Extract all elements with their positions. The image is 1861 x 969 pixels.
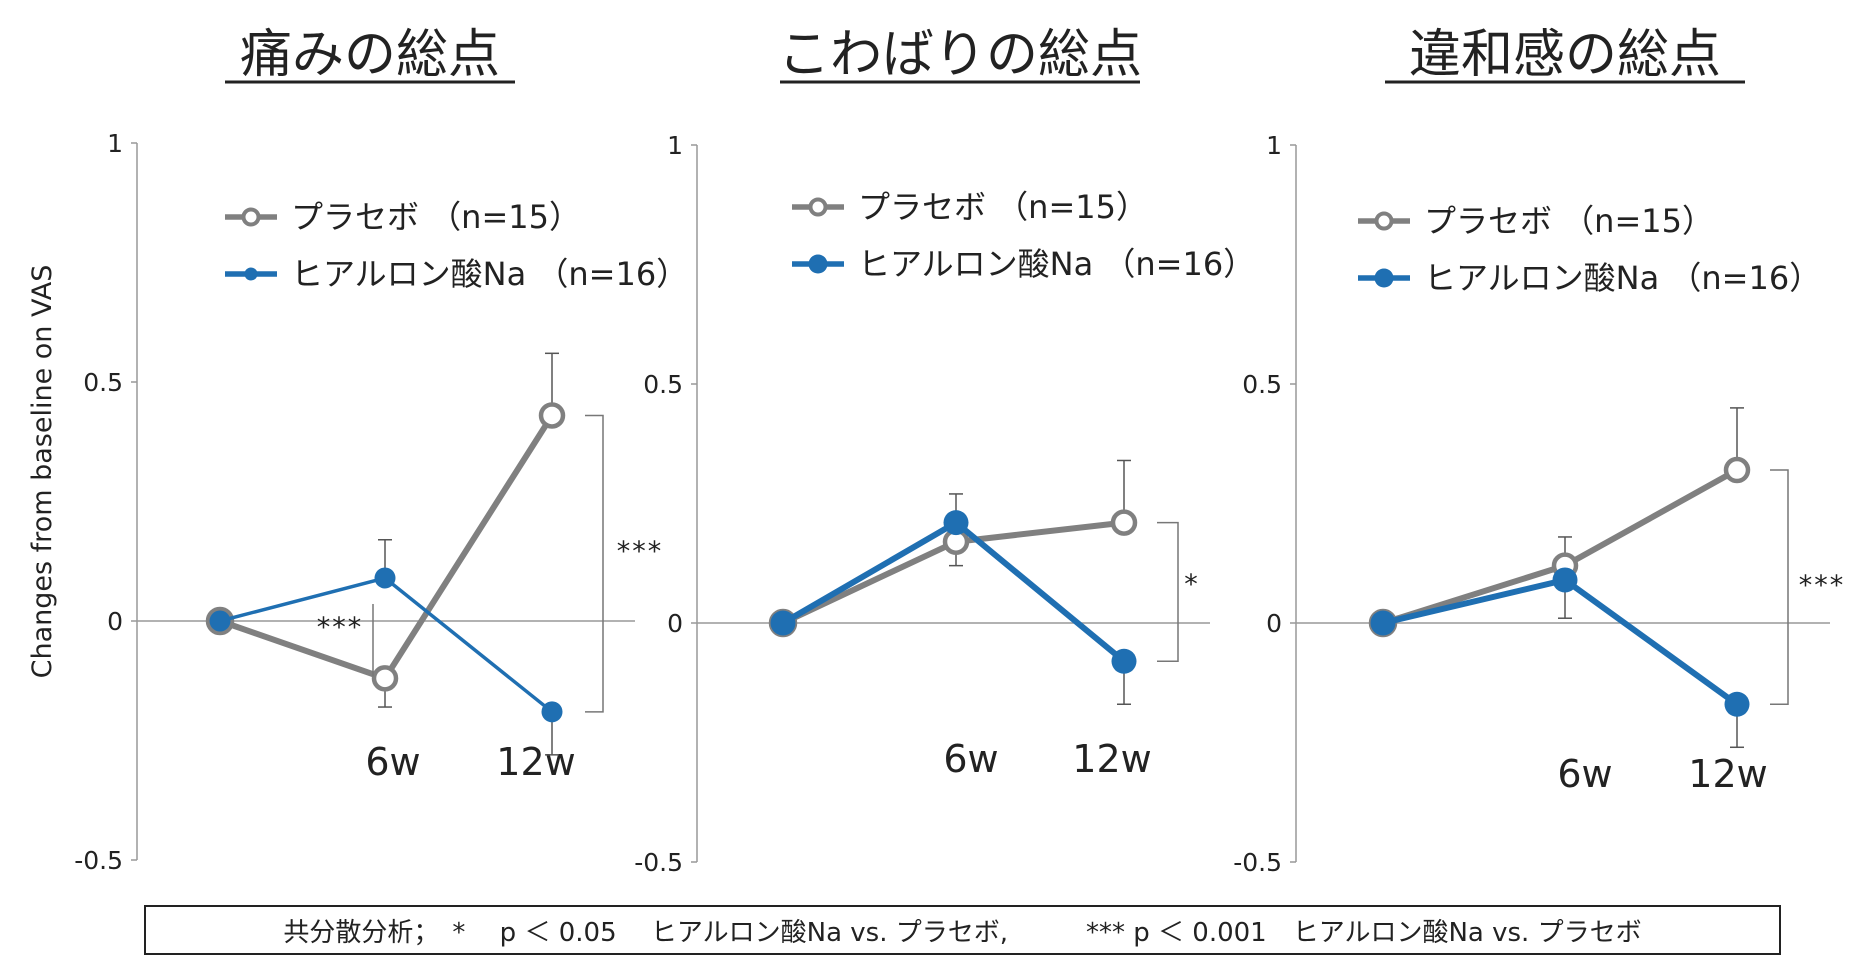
y-tick-label: 1: [667, 131, 683, 160]
significance-bracket: [1770, 469, 1789, 706]
chart-title: こわばりの総点: [778, 25, 1142, 85]
significance-label: ***: [1799, 570, 1846, 601]
legend-label: プラセボ （n=15）: [1424, 202, 1714, 240]
significance-label: ***: [317, 612, 364, 643]
series-placebo: [205, 352, 566, 708]
series-hyaluronate: [1370, 567, 1750, 749]
legend-label: プラセボ （n=15）: [858, 188, 1148, 226]
x-tick-label: 6w: [1557, 752, 1612, 796]
y-tick-label: 0.5: [83, 368, 123, 397]
significance-annotation: ***: [1770, 469, 1846, 706]
legend-marker: [808, 197, 828, 217]
data-point: [374, 567, 396, 589]
legend-item: プラセボ （n=15）: [792, 188, 1148, 226]
series-line: [1382, 467, 1739, 626]
data-point: [1723, 456, 1751, 484]
legend-label: プラセボ （n=15）: [291, 198, 581, 236]
legend-item: プラセボ （n=15）: [225, 198, 581, 236]
y-tick-label: 0: [667, 609, 683, 638]
significance-bracket: [1157, 521, 1179, 662]
x-tick-label: 6w: [365, 740, 420, 784]
legend-label: ヒアルロン酸Na （n=16）: [1424, 259, 1821, 297]
chart-panel-2: こわばりの総点 1 0.5 0 -0.5 6w 12w プラセボ （n=15） ヒアルロン酸Na…: [634, 25, 1255, 877]
legend-marker: [1374, 268, 1394, 288]
y-axis-label: Changes from baseline on VAS: [27, 265, 58, 679]
data-point: [371, 665, 399, 692]
y-tick-label: 1: [1266, 131, 1282, 160]
data-point: [538, 402, 566, 429]
data-point: [1110, 509, 1138, 536]
data-point: [1724, 691, 1750, 717]
legend-label: ヒアルロン酸Na （n=16）: [291, 255, 688, 293]
y-tick-label: 0.5: [1242, 370, 1282, 399]
significance-bracket: [585, 414, 604, 713]
legend-label: ヒアルロン酸Na （n=16）: [858, 245, 1255, 283]
y-tick-label: -0.5: [74, 846, 123, 875]
legend-item: ヒアルロン酸Na （n=16）: [225, 255, 688, 293]
series-line: [1382, 576, 1739, 707]
data-point: [1370, 610, 1396, 636]
series-hyaluronate: [770, 493, 1137, 706]
y-tick-label: 1: [107, 129, 123, 158]
data-point: [1111, 648, 1137, 674]
data-point: [943, 510, 969, 536]
series-hyaluronate: [209, 538, 563, 756]
x-tick-label: 12w: [1688, 752, 1767, 796]
series-line: [219, 576, 554, 714]
footnote-text: 共分散分析； * p ＜ 0.05 ヒアルロン酸Na vs. プラセボ, ***…: [283, 917, 1642, 948]
series-line: [219, 413, 555, 682]
legend-item: プラセボ （n=15）: [1358, 202, 1714, 240]
significance-annotation: ***: [317, 603, 374, 677]
data-point: [541, 701, 563, 723]
chart-panel-3: 違和感の総点 1 0.5 0 -0.5 6w 12w プラセボ （n=15） ヒアルロン酸Na …: [1233, 25, 1846, 877]
chart-title: 違和感の総点: [1409, 25, 1721, 85]
y-tick-label: -0.5: [634, 848, 683, 877]
y-tick-label: 0: [1266, 609, 1282, 638]
legend-item: ヒアルロン酸Na （n=16）: [792, 245, 1255, 283]
data-point: [1552, 567, 1578, 593]
y-tick-label: -0.5: [1233, 848, 1282, 877]
x-tick-label: 12w: [496, 740, 575, 784]
x-tick-label: 6w: [943, 737, 998, 781]
significance-label: ***: [617, 536, 664, 567]
significance-annotation: *: [1157, 521, 1200, 662]
legend-marker: [1374, 211, 1394, 231]
y-tick-label: 0.5: [643, 370, 683, 399]
x-tick-label: 12w: [1072, 737, 1151, 781]
series-placebo: [1368, 407, 1751, 638]
chart-panel-1: 痛みの総点 1 0.5 0 -0.5 Changes from baseline on V…: [27, 25, 688, 875]
legend-marker: [808, 254, 828, 274]
legend-item: ヒアルロン酸Na （n=16）: [1358, 259, 1821, 297]
footnote-box: 共分散分析； * p ＜ 0.05 ヒアルロン酸Na vs. プラセボ, ***…: [144, 905, 1781, 955]
data-point: [770, 610, 796, 636]
chart-title: 痛みの総点: [240, 25, 500, 85]
significance-annotation: ***: [585, 414, 664, 713]
data-point: [209, 610, 231, 632]
significance-label: *: [1184, 569, 1200, 600]
y-tick-label: 0: [107, 607, 123, 636]
legend-marker: [241, 207, 261, 227]
legend-marker: [244, 267, 258, 281]
series-placebo: [768, 459, 1138, 638]
